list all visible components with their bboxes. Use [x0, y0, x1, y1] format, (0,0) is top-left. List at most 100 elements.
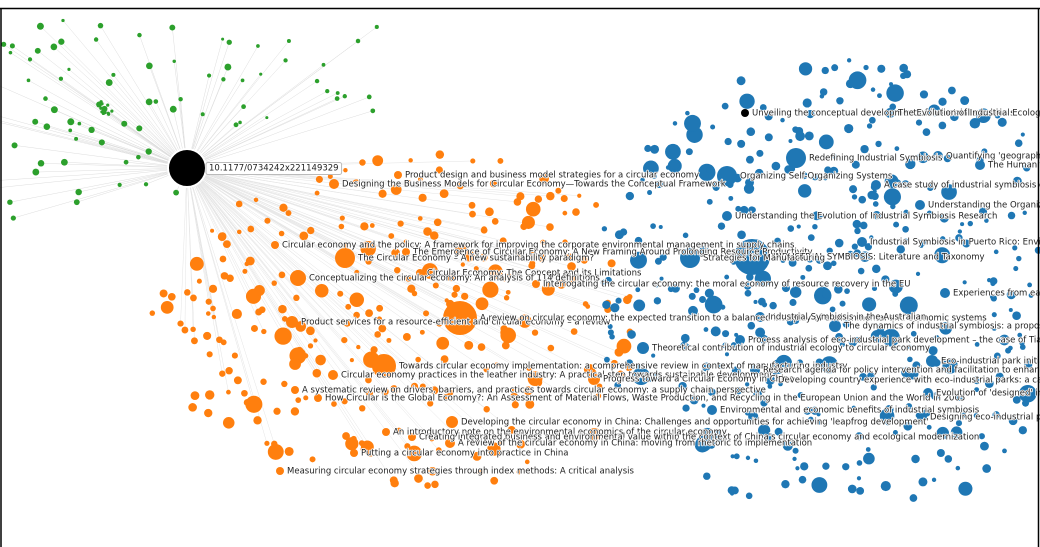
node	[877, 64, 886, 73]
node	[143, 182, 149, 187]
node	[235, 200, 243, 208]
node	[335, 248, 355, 268]
node	[1014, 139, 1023, 148]
node	[359, 405, 366, 412]
node	[896, 245, 905, 254]
node	[77, 121, 82, 126]
node	[435, 166, 443, 174]
node	[797, 392, 804, 399]
node	[499, 237, 507, 245]
node	[933, 151, 943, 161]
edge	[180, 167, 188, 324]
node	[739, 93, 755, 109]
node	[888, 82, 894, 87]
node	[378, 324, 387, 333]
node	[851, 194, 858, 200]
node	[669, 159, 680, 170]
node	[106, 103, 110, 107]
edge	[186, 42, 230, 169]
node	[724, 137, 732, 146]
node	[447, 389, 454, 396]
node	[345, 437, 359, 451]
node	[934, 247, 951, 264]
edge	[186, 167, 619, 353]
node	[403, 239, 409, 245]
node	[717, 166, 737, 186]
node	[706, 198, 713, 205]
node	[475, 297, 489, 311]
node	[757, 297, 766, 306]
node	[682, 232, 689, 239]
node	[341, 398, 348, 405]
edge	[186, 167, 343, 219]
node	[678, 381, 687, 391]
node	[902, 225, 909, 233]
node	[734, 239, 770, 275]
node	[821, 66, 829, 75]
node	[516, 469, 522, 475]
node	[792, 317, 800, 325]
node	[822, 462, 830, 470]
edge	[186, 167, 375, 350]
node	[188, 403, 197, 412]
node	[1007, 211, 1016, 220]
node	[365, 376, 372, 384]
node	[207, 73, 212, 78]
node	[479, 253, 488, 262]
node-label: Environmental and economic benefits of i…	[720, 406, 980, 416]
node	[226, 389, 231, 395]
node	[614, 347, 624, 357]
node-label: Industrial Symbiosis in Puerto Rico: Env…	[870, 238, 1040, 248]
edge	[186, 167, 586, 305]
node	[788, 258, 797, 267]
node	[609, 334, 615, 340]
node	[454, 246, 463, 255]
node	[753, 299, 758, 304]
node	[771, 161, 781, 171]
node	[506, 273, 512, 279]
node	[452, 284, 461, 293]
node	[710, 326, 721, 337]
edge	[186, 167, 628, 301]
node	[204, 390, 215, 400]
node	[654, 283, 659, 288]
node	[529, 251, 535, 258]
edge	[186, 167, 435, 391]
node	[1023, 164, 1031, 172]
edge	[14, 145, 188, 169]
node	[196, 278, 202, 284]
edge	[37, 50, 188, 169]
node	[205, 298, 212, 305]
node	[110, 109, 114, 113]
node	[200, 112, 205, 117]
node	[411, 290, 418, 297]
edge	[186, 40, 290, 169]
node	[851, 405, 857, 411]
node	[626, 293, 633, 300]
node	[727, 486, 736, 495]
node	[360, 241, 376, 257]
node	[699, 296, 706, 303]
node	[58, 76, 64, 81]
node	[905, 158, 916, 170]
node	[226, 39, 232, 45]
node	[859, 251, 871, 263]
node	[265, 116, 269, 120]
node	[685, 344, 690, 349]
node	[811, 477, 828, 493]
edge	[186, 167, 469, 346]
node-label: Product services for a resource-efficien…	[301, 318, 610, 328]
node	[372, 155, 384, 167]
node	[902, 238, 909, 245]
node	[803, 406, 812, 415]
node	[798, 475, 807, 484]
node	[851, 243, 858, 250]
selected-node	[167, 148, 207, 188]
edge	[61, 41, 188, 169]
node	[907, 344, 912, 349]
node	[1022, 210, 1027, 215]
node	[502, 277, 507, 282]
edge	[186, 167, 408, 447]
node	[907, 356, 913, 363]
node	[984, 218, 989, 223]
